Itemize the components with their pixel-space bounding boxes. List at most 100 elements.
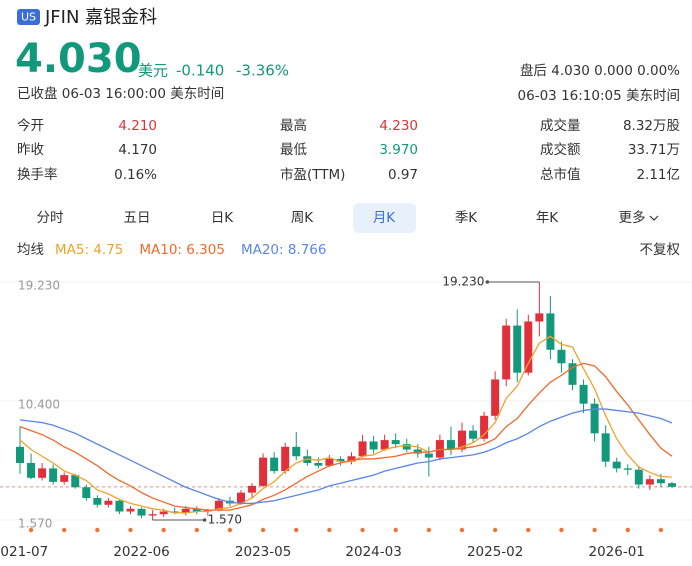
candle-body xyxy=(325,458,334,466)
stat-value: 4.170 xyxy=(118,142,157,158)
tab[interactable]: 日K xyxy=(211,210,234,226)
ma-line xyxy=(19,408,673,505)
candle-body xyxy=(270,457,279,472)
candle-body xyxy=(535,313,544,322)
stat-value: 4.210 xyxy=(118,118,157,134)
event-dot xyxy=(28,527,34,533)
candle-body xyxy=(292,446,301,457)
candle-body xyxy=(347,456,356,462)
y-tick-label: 1.570 xyxy=(18,517,52,531)
candle-body xyxy=(115,500,124,512)
change-pct: -3.36% xyxy=(236,62,289,80)
after-time: 06-03 16:10:05 美东时间 xyxy=(518,88,680,104)
tab[interactable]: 年K xyxy=(536,210,560,226)
candle-body xyxy=(104,500,113,505)
annotation-dot xyxy=(202,518,207,522)
stat-label: 最低 xyxy=(280,142,307,158)
event-dot xyxy=(592,527,597,533)
chevron xyxy=(649,215,659,221)
event-dot xyxy=(360,527,365,533)
event-dot xyxy=(61,527,67,533)
event-dot xyxy=(95,527,100,533)
candle-body xyxy=(369,441,378,450)
candle-body xyxy=(391,440,400,445)
candle-body xyxy=(38,468,47,478)
x-tick-label: 2023-05 xyxy=(235,544,291,560)
market-label: US xyxy=(21,11,36,24)
candle-body xyxy=(93,498,102,505)
tab[interactable]: 分时 xyxy=(37,210,64,226)
stat-label: 今开 xyxy=(17,118,44,134)
annotation-label: 19.230 xyxy=(442,275,484,289)
candle-body xyxy=(170,511,179,513)
active-tab-bg xyxy=(353,203,416,233)
candle-body xyxy=(402,444,411,450)
adjust-toggle[interactable]: 不复权 xyxy=(640,241,681,258)
candle-body xyxy=(203,510,212,512)
candle-body xyxy=(159,511,168,515)
candle-body xyxy=(71,475,80,488)
candle-body xyxy=(16,446,24,463)
tab[interactable]: 周K xyxy=(291,210,314,226)
event-dot xyxy=(393,527,398,533)
tab[interactable]: 更多 xyxy=(619,209,646,226)
candle-body xyxy=(336,458,345,462)
change: -0.140 xyxy=(176,62,224,80)
stat-label: 成交量 xyxy=(540,117,581,134)
candle-body xyxy=(82,487,91,499)
y-tick-label: 19.230 xyxy=(18,279,60,293)
event-dot xyxy=(526,527,531,533)
candle-body xyxy=(60,475,69,482)
candle-body xyxy=(491,379,500,416)
candle-body xyxy=(259,457,268,486)
x-tick-label: 2021-07 xyxy=(0,544,48,560)
stat-value: 33.71万 xyxy=(628,142,680,158)
stat-value: 0.97 xyxy=(388,167,418,183)
annotation-label: 1.570 xyxy=(208,513,242,527)
candle-body xyxy=(546,313,555,350)
event-dot xyxy=(426,527,432,533)
candle-body xyxy=(413,449,422,454)
candle-body xyxy=(656,479,665,484)
x-tick-label: 2022-06 xyxy=(113,544,169,560)
candle-body xyxy=(358,441,367,457)
candle-body xyxy=(181,508,190,513)
stat-label: 昨收 xyxy=(17,142,44,158)
tab[interactable]: 月K xyxy=(373,210,396,226)
event-dot xyxy=(658,527,664,533)
x-tick-label: 2025-02 xyxy=(467,544,523,560)
candle-body xyxy=(237,492,245,504)
stat-label: 成交额 xyxy=(540,141,581,158)
candle-body xyxy=(469,430,478,439)
ma-title: 均线 xyxy=(17,242,44,258)
candle-body xyxy=(137,508,146,516)
candle-body xyxy=(612,461,621,469)
tab[interactable]: 季K xyxy=(455,210,478,226)
legend-entry: MA10: 6.305 xyxy=(139,242,225,258)
after-hours: 盘后 4.030 0.000 0.00% xyxy=(520,62,680,79)
candle-body xyxy=(380,440,389,450)
event-dot xyxy=(194,527,199,533)
tab[interactable]: 五日 xyxy=(124,210,151,226)
x-tick-label: 2024-03 xyxy=(345,544,401,560)
stat-label: 换手率 xyxy=(17,166,58,183)
candle-body xyxy=(458,430,466,450)
candle-body xyxy=(27,462,36,478)
candle-body xyxy=(446,440,455,450)
event-dot xyxy=(492,527,498,533)
stat-value: 4.230 xyxy=(379,118,418,134)
stat-value: 2.11亿 xyxy=(636,167,680,183)
event-dot xyxy=(227,527,233,533)
stat-label: 总市值 xyxy=(540,166,581,183)
currency: 美元 xyxy=(138,62,168,80)
event-dot xyxy=(459,527,465,533)
stock-name: JFIN 嘉银金科 xyxy=(44,7,157,28)
candle-body xyxy=(557,349,566,364)
ma-line xyxy=(19,362,673,511)
candle-body xyxy=(126,508,135,512)
candle-body xyxy=(480,415,489,439)
candle-body xyxy=(192,508,201,512)
candle-body xyxy=(645,479,654,485)
candle-body xyxy=(314,462,323,466)
candle-body xyxy=(568,363,577,385)
